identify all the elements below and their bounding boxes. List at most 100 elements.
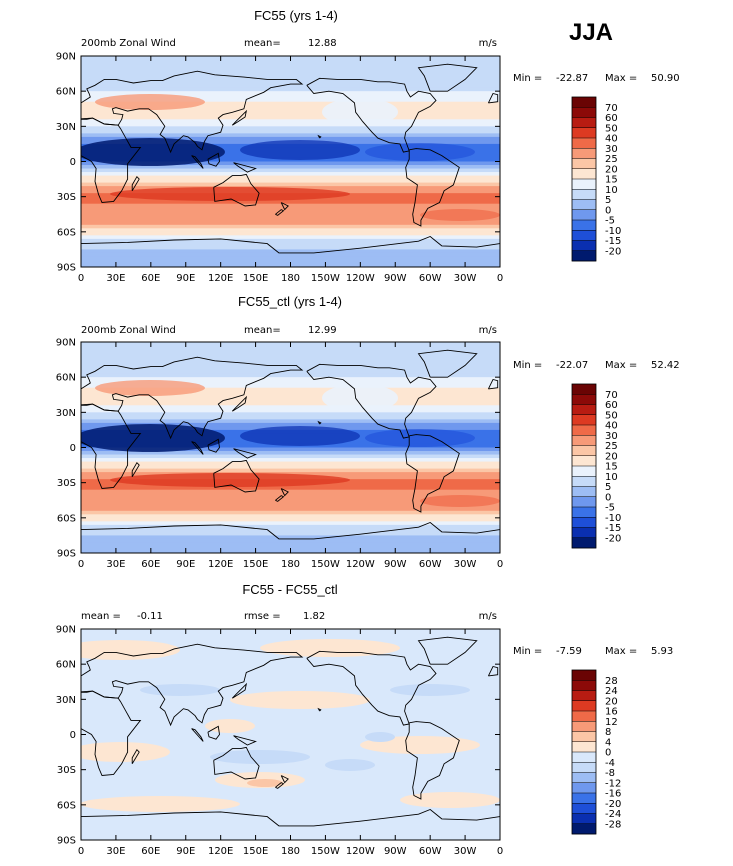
zonal-band <box>81 87 500 92</box>
coastline <box>81 117 142 203</box>
easterly-core <box>365 429 475 447</box>
coastline <box>213 173 260 207</box>
coastline <box>81 403 142 489</box>
zonal-band <box>81 235 500 240</box>
zonal-band <box>81 238 500 243</box>
colorbar-swatch <box>572 158 596 170</box>
units-label: m/s <box>479 325 497 336</box>
coastline <box>131 461 140 478</box>
x-tick-label: 90E <box>176 559 195 570</box>
zonal-band <box>81 398 500 403</box>
zonal-band <box>81 384 500 389</box>
colorbar-level-label: 28 <box>605 676 618 687</box>
zonal-band <box>81 415 500 420</box>
coastline <box>275 495 285 502</box>
easterly-core <box>81 138 225 166</box>
zonal-band <box>81 507 500 512</box>
panel-title: FC55 - FC55_ctl <box>242 582 337 597</box>
min-label: Min = <box>513 360 542 371</box>
colorbar-swatch <box>572 445 596 457</box>
x-tick-label: 150E <box>243 273 268 284</box>
positive-anomaly <box>81 796 240 812</box>
colorbar-level-label: -24 <box>605 809 621 820</box>
coastlines <box>81 349 500 540</box>
colorbar-swatch <box>572 803 596 814</box>
zonal-band <box>81 510 500 515</box>
x-tick-label: 30W <box>454 846 477 857</box>
colorbar-swatch <box>572 138 596 149</box>
x-tick-label: 30W <box>454 559 477 570</box>
zonal-band <box>81 370 500 375</box>
zonal-band <box>81 172 500 177</box>
zonal-band <box>81 252 500 258</box>
zonal-band <box>81 94 500 99</box>
coastline <box>231 109 248 126</box>
colorbar-swatch <box>572 823 596 835</box>
coastlines <box>81 63 500 254</box>
jet-core <box>110 473 350 487</box>
zonal-band <box>81 70 500 75</box>
zonal-band <box>81 249 500 254</box>
y-tick-label: 90N <box>56 52 76 63</box>
colorbar-level-label: 50 <box>605 123 618 134</box>
zonal-band <box>81 129 500 134</box>
colorbar-level-label: -20 <box>605 799 621 810</box>
coastline <box>81 235 500 254</box>
colorbar-swatch <box>572 700 596 712</box>
colorbar-level-label: 25 <box>605 154 618 165</box>
colorbar-level-label: 70 <box>605 390 618 401</box>
y-tick-label: 30N <box>56 408 76 419</box>
x-tick-label: 120W <box>346 846 375 857</box>
x-tick-label: 90E <box>176 273 195 284</box>
zonal-band <box>81 489 500 494</box>
coastline <box>417 349 478 378</box>
x-tick-label: 150E <box>243 846 268 857</box>
x-tick-label: 150E <box>243 559 268 570</box>
x-tick-label: 150W <box>311 273 340 284</box>
coastline <box>417 63 478 92</box>
negative-anomaly <box>140 684 220 696</box>
zonal-band <box>81 203 500 208</box>
max-value: 5.93 <box>651 646 673 657</box>
x-tick-label: 150W <box>311 846 340 857</box>
rmse-label: rmse = <box>244 611 281 622</box>
coastlines <box>81 636 500 827</box>
y-tick-label: 30N <box>56 122 76 133</box>
min-value: -22.87 <box>556 73 588 84</box>
zonal-band <box>81 521 500 526</box>
positive-anomaly <box>230 691 370 709</box>
colorbar-swatch <box>572 752 596 763</box>
colorbar-swatch <box>572 507 596 518</box>
x-tick-label: 180 <box>281 846 300 857</box>
x-tick-label: 60E <box>141 273 160 284</box>
colorbar-level-label: 60 <box>605 113 618 124</box>
colorbar-level-label: 15 <box>605 462 618 473</box>
x-tick-label: 30W <box>454 273 477 284</box>
diff-anomalies <box>81 639 500 812</box>
positive-anomaly <box>400 792 500 808</box>
zonal-band <box>81 179 500 184</box>
max-label: Max = <box>605 73 637 84</box>
colorbar-level-label: -16 <box>605 789 621 800</box>
zonal-band <box>81 486 500 491</box>
coastline <box>207 438 220 453</box>
coastline <box>233 162 257 173</box>
zonal-band <box>81 207 500 212</box>
colorbar-level-label: 24 <box>605 686 618 697</box>
zonal-band <box>81 373 500 378</box>
field-label: 200mb Zonal Wind <box>81 38 176 49</box>
zonal-band <box>81 468 500 473</box>
colorbar-swatch <box>572 117 596 129</box>
colorbar-swatch <box>572 384 596 395</box>
colorbar-swatch <box>572 476 596 487</box>
x-tick-label: 60W <box>419 559 442 570</box>
y-tick-label: 0 <box>70 443 76 454</box>
zonal-band <box>81 245 500 251</box>
jet-core <box>110 187 350 201</box>
zonal-band <box>81 391 500 396</box>
zonal-band <box>81 366 500 371</box>
coastline <box>81 521 500 540</box>
colorbar-swatch <box>572 199 596 211</box>
coastline <box>405 721 460 800</box>
